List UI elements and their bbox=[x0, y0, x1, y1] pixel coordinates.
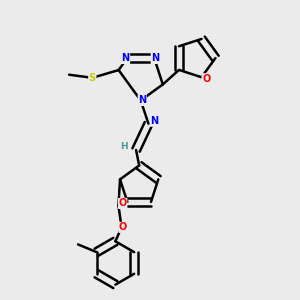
Text: S: S bbox=[89, 73, 96, 83]
Text: N: N bbox=[122, 53, 130, 64]
Text: O: O bbox=[119, 222, 127, 233]
Text: N: N bbox=[151, 116, 159, 126]
Text: H: H bbox=[120, 142, 127, 152]
Text: O: O bbox=[118, 198, 127, 208]
Text: N: N bbox=[151, 53, 159, 64]
Text: O: O bbox=[202, 74, 210, 84]
Text: N: N bbox=[138, 95, 146, 106]
